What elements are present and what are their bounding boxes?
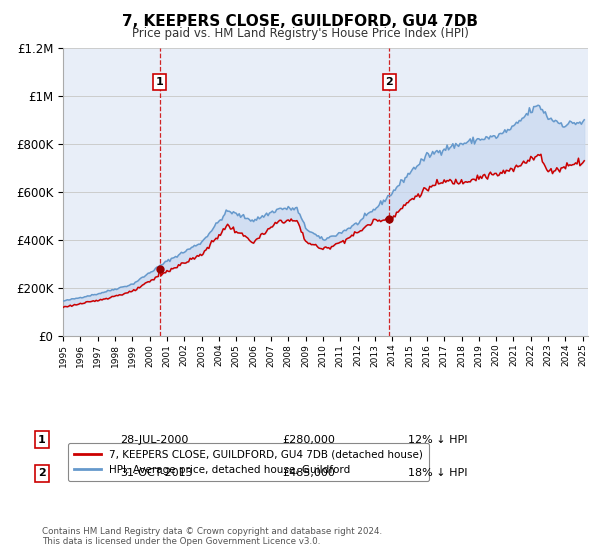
Text: 12% ↓ HPI: 12% ↓ HPI [408, 435, 467, 445]
Text: £485,000: £485,000 [282, 468, 335, 478]
Text: 2: 2 [38, 468, 46, 478]
Text: 18% ↓ HPI: 18% ↓ HPI [408, 468, 467, 478]
Text: 1: 1 [38, 435, 46, 445]
Text: Contains HM Land Registry data © Crown copyright and database right 2024.
This d: Contains HM Land Registry data © Crown c… [42, 526, 382, 546]
Text: 7, KEEPERS CLOSE, GUILDFORD, GU4 7DB: 7, KEEPERS CLOSE, GUILDFORD, GU4 7DB [122, 14, 478, 29]
Text: £280,000: £280,000 [282, 435, 335, 445]
Text: 31-OCT-2013: 31-OCT-2013 [120, 468, 193, 478]
Text: 1: 1 [155, 77, 163, 87]
Text: Price paid vs. HM Land Registry's House Price Index (HPI): Price paid vs. HM Land Registry's House … [131, 27, 469, 40]
Text: 28-JUL-2000: 28-JUL-2000 [120, 435, 188, 445]
Legend: 7, KEEPERS CLOSE, GUILDFORD, GU4 7DB (detached house), HPI: Average price, detac: 7, KEEPERS CLOSE, GUILDFORD, GU4 7DB (de… [68, 443, 429, 480]
Text: 2: 2 [385, 77, 393, 87]
